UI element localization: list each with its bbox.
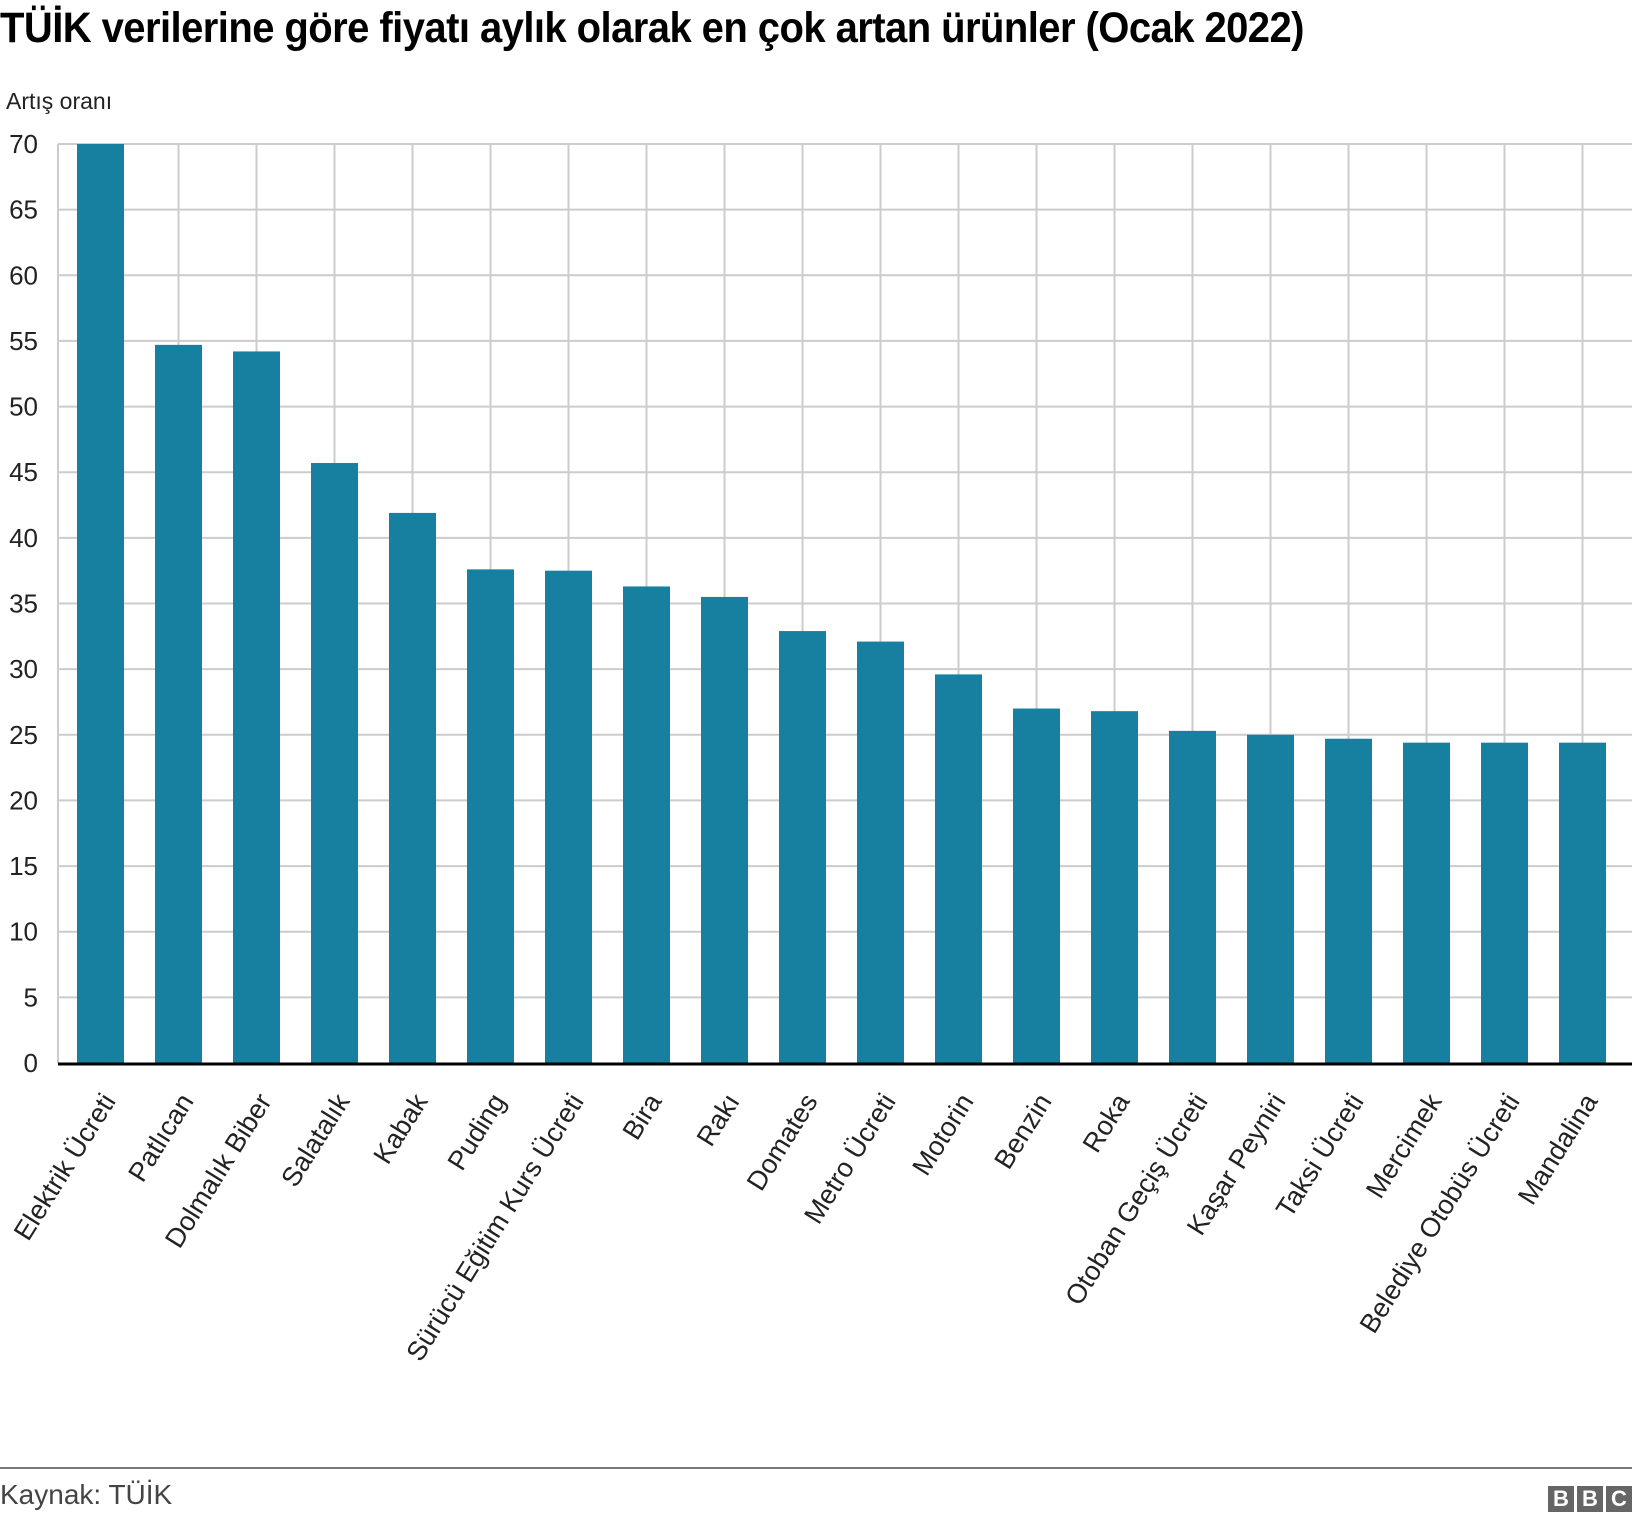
bar xyxy=(779,631,826,1063)
bar xyxy=(155,344,202,1063)
x-tick-label: Domates xyxy=(741,1088,824,1196)
chart-title: TÜİK verilerine göre fiyatı aylık olarak… xyxy=(0,4,1304,52)
bbc-logo: B B C xyxy=(1548,1486,1632,1512)
y-axis-label: Artış oranı xyxy=(6,88,113,114)
bbc-logo-letter: B xyxy=(1548,1486,1574,1512)
y-tick-label: 70 xyxy=(9,129,38,159)
y-tick-label: 35 xyxy=(9,589,38,619)
footer-divider xyxy=(0,1467,1632,1469)
y-tick-label: 60 xyxy=(9,260,38,290)
bar xyxy=(1325,738,1372,1063)
y-tick-label: 20 xyxy=(9,785,38,815)
x-tick-label: Rakı xyxy=(691,1088,746,1151)
bar xyxy=(77,144,124,1063)
x-tick-label: Benzin xyxy=(988,1088,1057,1174)
bar xyxy=(1169,730,1216,1063)
x-tick-label: Mercimek xyxy=(1360,1088,1448,1204)
bbc-logo-letter: C xyxy=(1606,1486,1632,1512)
bar xyxy=(1247,734,1294,1063)
source-note: Kaynak: TÜİK xyxy=(0,1479,173,1510)
bar xyxy=(1481,742,1528,1063)
y-tick-label: 40 xyxy=(9,523,38,553)
x-tick-label: Motorin xyxy=(906,1088,979,1180)
bar xyxy=(1091,711,1138,1063)
bar xyxy=(233,351,280,1064)
y-tick-label: 65 xyxy=(9,195,38,225)
bar xyxy=(311,463,358,1063)
x-tick-label: Otoban Geçiş Ücreti xyxy=(1059,1088,1213,1310)
y-tick-label: 0 xyxy=(24,1048,38,1078)
bar xyxy=(1559,742,1606,1063)
y-tick-label: 45 xyxy=(9,457,38,487)
bar xyxy=(545,570,592,1063)
x-tick-label: Bira xyxy=(617,1087,668,1144)
y-tick-label: 15 xyxy=(9,851,38,881)
bar xyxy=(857,641,904,1063)
x-tick-label: Belediye Otobüs Ücreti xyxy=(1354,1088,1526,1338)
x-tick-label: Elektrik Ücreti xyxy=(8,1088,122,1245)
x-tick-label: Salatalık xyxy=(275,1088,356,1192)
bar xyxy=(467,569,514,1063)
bar xyxy=(1013,708,1060,1063)
bar-chart: 0 5 10 15 20 25 30 35 40 45 50 55 60 65 70 Elektrik Ücr… xyxy=(8,129,1632,1366)
y-tick-label: 5 xyxy=(24,982,38,1012)
bar xyxy=(389,512,436,1063)
bar xyxy=(623,586,670,1063)
bar xyxy=(935,674,982,1063)
x-tick-label: Puding xyxy=(442,1088,512,1175)
y-tick-label: 50 xyxy=(9,392,38,422)
bar xyxy=(701,596,748,1063)
bbc-logo-letter: B xyxy=(1577,1486,1603,1512)
bar xyxy=(1403,742,1450,1063)
x-tick-label: Roka xyxy=(1077,1087,1136,1157)
y-tick-label: 10 xyxy=(9,917,38,947)
y-tick-label: 25 xyxy=(9,720,38,750)
x-tick-label: Kabak xyxy=(368,1088,434,1169)
y-tick-label: 55 xyxy=(9,326,38,356)
x-tick-label: Mandalina xyxy=(1512,1087,1604,1209)
x-tick-label: Patlıcan xyxy=(122,1088,199,1187)
y-tick-label: 30 xyxy=(9,654,38,684)
